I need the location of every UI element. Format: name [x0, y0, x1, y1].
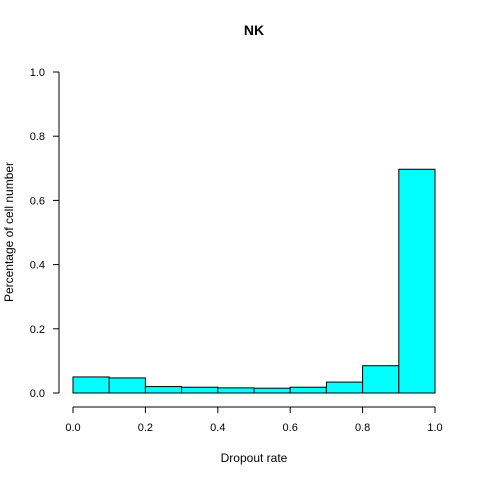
- y-tick-label: 0.0: [30, 388, 45, 400]
- histogram-bar-4: [181, 386, 219, 394]
- y-axis: 0.0 0.2 0.4 0.6 0.8 1.0: [30, 67, 60, 400]
- y-tick-label: 0.8: [30, 131, 45, 143]
- x-tick-label: 0.8: [355, 422, 370, 434]
- histogram-bar-9: [362, 365, 400, 394]
- y-tick-label: 0.4: [30, 260, 45, 272]
- histogram-bar-7: [289, 386, 327, 394]
- y-tick-label: 1.0: [30, 67, 45, 79]
- x-tick-label: 0.0: [65, 422, 80, 434]
- histogram-bar-2: [108, 377, 146, 394]
- bars-group: [72, 168, 436, 394]
- histogram-bar-10: [398, 168, 436, 394]
- y-tick-label: 0.2: [30, 324, 45, 336]
- y-axis-label: Percentage of cell number: [2, 162, 16, 302]
- histogram-bar-1: [72, 376, 110, 394]
- x-tick-label: 0.2: [138, 422, 153, 434]
- x-tick-label: 0.4: [210, 422, 225, 434]
- histogram-bar-8: [325, 381, 364, 394]
- chart-title: NK: [244, 22, 264, 38]
- histogram-bar-3: [144, 386, 183, 394]
- x-tick-label: 0.6: [283, 422, 298, 434]
- x-tick-label: 1.0: [427, 422, 442, 434]
- x-axis-label: Dropout rate: [221, 451, 288, 465]
- histogram-bar-5: [217, 387, 255, 394]
- histogram-bar-6: [253, 387, 291, 394]
- x-axis: 0.0 0.2 0.4 0.6 0.8 1.0: [65, 406, 443, 434]
- y-tick-label: 0.6: [30, 195, 45, 207]
